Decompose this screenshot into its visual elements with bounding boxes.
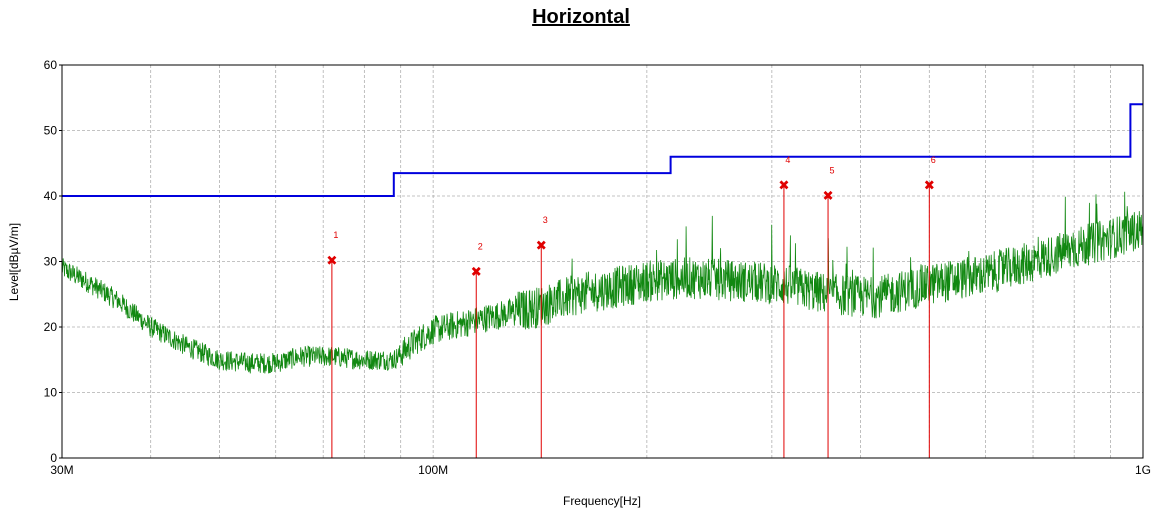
trace-line: [61, 191, 1144, 374]
x-tick-label: 100M: [418, 463, 448, 477]
marker-cross: [536, 240, 546, 250]
y-tick-label: 10: [44, 386, 58, 400]
x-axis-label: Frequency[Hz]: [563, 494, 641, 508]
chart-title: Horizontal: [532, 6, 630, 28]
measurement-trace: [61, 191, 1144, 374]
y-tick-label: 0: [50, 451, 57, 465]
limit-polyline: [62, 103, 1143, 197]
marker-label: 6: [931, 155, 936, 165]
y-tick-label: 60: [44, 58, 58, 72]
marker-cross: [327, 255, 337, 265]
marker-cross: [924, 180, 934, 190]
y-tick-label: 40: [44, 189, 58, 203]
marker-cross: [471, 266, 481, 276]
x-tick-label: 1G: [1135, 463, 1151, 477]
marker-label: 5: [830, 165, 835, 175]
marker-label: 3: [543, 215, 548, 225]
y-tick-label: 20: [44, 320, 58, 334]
tick-labels: 0 10 20 30 40 50 60 30M 100M 1G: [44, 58, 1151, 477]
plot-frame: [61, 64, 1144, 459]
limit-line: [62, 103, 1143, 197]
marker-label: 2: [478, 241, 483, 251]
x-tick-label: 30M: [50, 463, 73, 477]
marker-label: 4: [785, 155, 790, 165]
y-tick-label: 50: [44, 124, 58, 138]
y-axis-label: Level[dBµV/m]: [7, 223, 21, 301]
y-tick-label: 30: [44, 255, 58, 269]
marker-cross: [823, 190, 833, 200]
marker-label: 1: [333, 230, 338, 240]
peak-markers: 1 2 3 4 5 6: [327, 155, 936, 458]
marker-cross: [779, 180, 789, 190]
